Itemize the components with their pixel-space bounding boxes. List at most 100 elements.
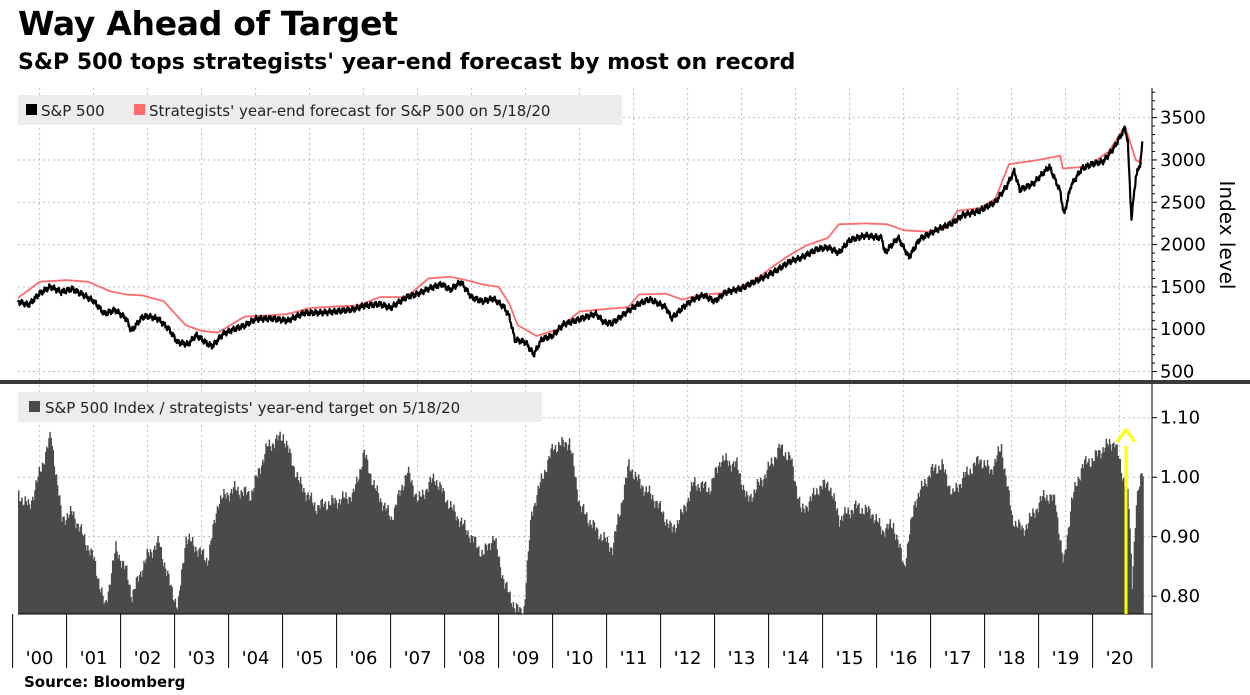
ratio-bar <box>497 557 499 614</box>
ratio-bar <box>370 474 372 614</box>
ratio-bar <box>716 473 719 614</box>
ratio-bar <box>848 514 850 614</box>
ratio-bar <box>643 495 645 614</box>
ratio-bar <box>147 552 150 614</box>
ratio-bar <box>821 489 823 614</box>
ratio-bar <box>700 482 703 614</box>
ratio-bar <box>451 507 453 614</box>
ratio-bar <box>472 542 475 614</box>
ratio-bar <box>765 478 767 614</box>
ratio-bar <box>333 503 335 614</box>
ratio-bar <box>133 589 136 614</box>
ratio-bar <box>790 460 792 614</box>
ratio-bar <box>570 453 573 614</box>
ratio-bar <box>104 601 106 614</box>
ratio-bar <box>1074 482 1076 614</box>
ratio-bar <box>698 487 700 614</box>
ratio-bar <box>710 491 712 614</box>
ratio-bar <box>118 554 120 614</box>
ratio-bar <box>50 437 52 614</box>
ratio-bar <box>175 607 178 614</box>
ratio-bar <box>1091 458 1093 614</box>
ratio-bar <box>774 456 776 614</box>
x-tick-label: '15 <box>836 648 864 669</box>
ratio-bar <box>135 577 138 614</box>
ratio-bar <box>312 505 315 614</box>
ratio-bar <box>796 498 799 614</box>
ratio-bar <box>439 481 441 614</box>
ratio-bar <box>630 471 632 614</box>
ratio-bar <box>483 554 485 614</box>
ratio-bar <box>803 508 805 614</box>
x-tick-label: '14 <box>782 648 810 669</box>
ratio-bar <box>669 520 671 614</box>
ratio-bar <box>909 534 911 614</box>
top-y-tick-label: 2500 <box>1160 192 1206 213</box>
ratio-bar <box>231 493 234 614</box>
ratio-bar <box>485 544 488 614</box>
ratio-bar <box>192 545 195 614</box>
ratio-bar <box>912 516 914 614</box>
ratio-bar <box>390 516 393 614</box>
ratio-bar <box>261 465 263 614</box>
ratio-bar <box>786 460 789 614</box>
ratio-bar <box>923 486 925 614</box>
ratio-bar <box>1008 490 1010 614</box>
ratio-bar <box>306 495 308 614</box>
ratio-bar <box>779 448 781 614</box>
ratio-bar <box>297 480 300 614</box>
ratio-bar <box>640 488 642 614</box>
ratio-bar <box>621 501 624 614</box>
ratio-bar <box>740 484 742 614</box>
ratio-bar <box>1132 566 1135 614</box>
ratio-bar <box>344 498 346 614</box>
ratio-bar <box>523 606 525 614</box>
ratio-bar <box>1137 489 1140 614</box>
ratio-bar <box>256 477 259 614</box>
ratio-bar <box>1044 497 1046 614</box>
ratio-bar <box>263 462 265 614</box>
x-tick-label: '00 <box>26 648 54 669</box>
ratio-bar <box>775 457 777 614</box>
ratio-bar <box>869 508 871 614</box>
ratio-bar <box>57 495 60 614</box>
ratio-bar <box>504 588 506 614</box>
ratio-bar <box>537 485 539 614</box>
top-y-tick-label: 3000 <box>1160 150 1206 171</box>
ratio-bar <box>106 602 109 614</box>
ratio-bar <box>933 467 936 614</box>
ratio-bar <box>979 460 981 614</box>
ratio-bar <box>558 441 560 614</box>
ratio-bar <box>184 548 186 614</box>
ratio-bar <box>529 519 532 614</box>
ratio-bar <box>27 499 30 614</box>
ratio-bar <box>107 591 110 614</box>
ratio-bar <box>1073 492 1075 614</box>
ratio-bar <box>471 536 474 614</box>
ratio-bar <box>218 503 221 614</box>
ratio-bar <box>1039 496 1042 614</box>
ratio-bar <box>885 528 887 614</box>
ratio-bar <box>115 541 117 614</box>
ratio-bar <box>1082 468 1085 614</box>
ratio-bar <box>378 502 381 614</box>
ratio-bar <box>1095 450 1098 614</box>
ratio-bar <box>628 459 630 614</box>
x-tick-label: '16 <box>890 648 918 669</box>
ratio-bar <box>550 448 552 614</box>
ratio-bar <box>748 501 750 614</box>
x-tick-label: '05 <box>296 648 324 669</box>
forecast-line <box>17 125 1143 337</box>
ratio-bar <box>286 445 289 614</box>
ratio-bar <box>639 479 641 614</box>
ratio-bar <box>568 438 571 614</box>
ratio-bar <box>96 578 99 614</box>
bottom-y-tick-label: 1.10 <box>1160 408 1200 429</box>
ratio-bar <box>238 494 240 614</box>
ratio-bar <box>79 527 82 614</box>
ratio-bar <box>1083 459 1086 614</box>
ratio-bar <box>232 487 235 614</box>
ratio-bar <box>76 523 78 614</box>
ratio-bar <box>317 504 319 614</box>
ratio-bar <box>620 503 623 614</box>
